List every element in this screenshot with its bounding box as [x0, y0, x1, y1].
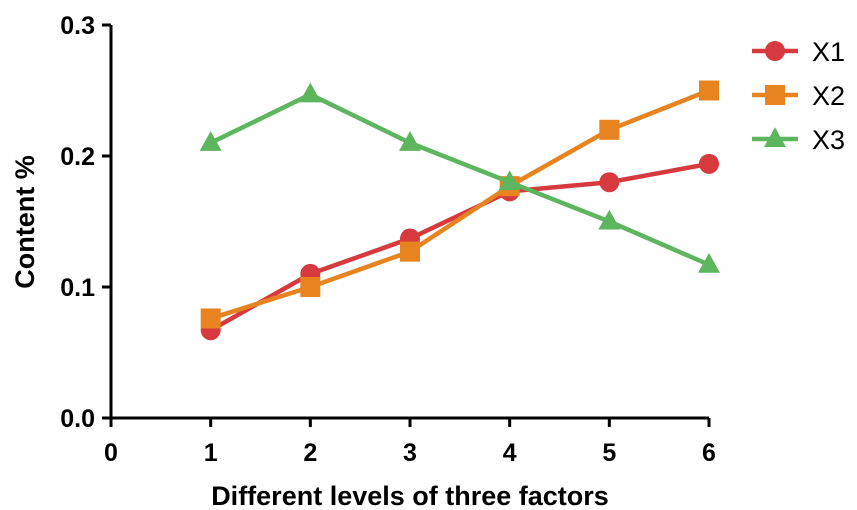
- x-tick-label: 0: [104, 439, 118, 467]
- legend-marker-x1: [765, 41, 785, 61]
- data-point-x3: [598, 209, 621, 230]
- y-tick-label: 0.3: [60, 12, 95, 40]
- data-point-x3: [399, 131, 421, 151]
- legend-label-x3: X3: [812, 125, 845, 155]
- series-x3: [199, 82, 720, 273]
- y-tick-label: 0.1: [60, 274, 95, 302]
- series-line-x2: [209, 88, 710, 321]
- legend-marker-x3: [764, 127, 786, 147]
- legend-item-x3: X3: [752, 125, 845, 155]
- data-point-x2: [699, 80, 719, 101]
- data-point-x3: [698, 252, 720, 273]
- x-tick-label: 4: [503, 439, 517, 467]
- series-layer: [199, 80, 720, 341]
- x-axis-title: Different levels of three factors: [211, 481, 609, 510]
- legend-marker-x2: [765, 85, 785, 105]
- data-point-x1: [599, 172, 620, 193]
- y-axis-title: Content %: [10, 155, 40, 288]
- y-tick-label: 0.0: [60, 405, 95, 433]
- data-point-x2: [200, 308, 221, 329]
- series-line-x3: [209, 92, 710, 267]
- axes: 0.0 0.1 0.2 0.3 0 1 2 3 4 5 6: [60, 12, 716, 467]
- data-point-x3: [199, 131, 222, 151]
- x-tick-label: 6: [702, 439, 716, 467]
- legend-item-x2: X2: [752, 81, 845, 111]
- data-point-x3: [498, 170, 521, 191]
- x-tick-label: 5: [602, 439, 616, 467]
- x-tick-label: 3: [403, 439, 417, 467]
- data-point-x1: [699, 153, 719, 174]
- data-point-x2: [599, 119, 620, 140]
- x-tick-label: 1: [204, 439, 218, 467]
- y-tick-label: 0.2: [60, 143, 95, 171]
- data-point-x3: [299, 82, 322, 103]
- data-point-x2: [400, 241, 420, 262]
- data-point-x2: [300, 277, 321, 297]
- legend-label-x2: X2: [812, 81, 845, 111]
- series-x1: [200, 153, 719, 341]
- series-line-x1: [209, 161, 710, 333]
- legend-item-x1: X1: [752, 37, 845, 67]
- legend: X1 X2 X3: [752, 37, 845, 155]
- x-tick-label: 2: [303, 439, 317, 467]
- legend-label-x1: X1: [812, 37, 845, 67]
